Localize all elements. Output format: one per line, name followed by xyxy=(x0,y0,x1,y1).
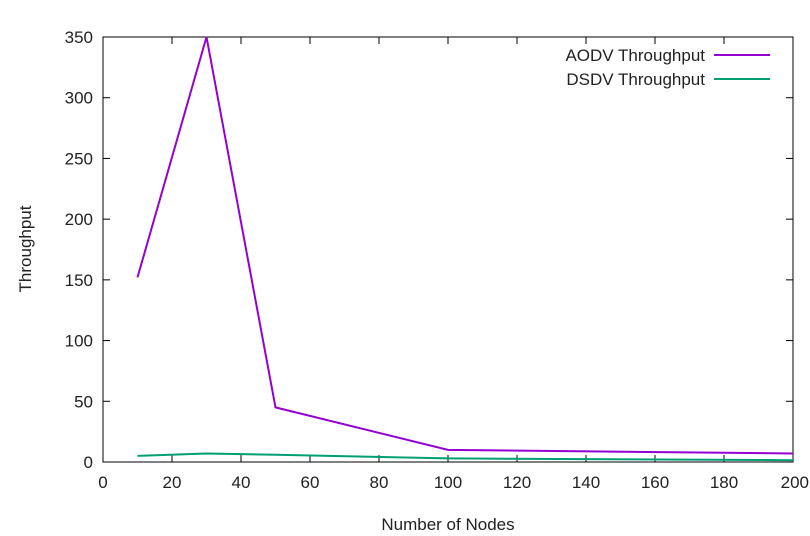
x-tick-label: 60 xyxy=(301,473,320,492)
x-tick-label: 80 xyxy=(370,473,389,492)
y-axis-ticks: 0 50 100 150 200 250 300 350 xyxy=(65,28,793,472)
x-axis-label: Number of Nodes xyxy=(381,515,514,534)
x-tick-label: 160 xyxy=(641,473,669,492)
series-line-1 xyxy=(137,452,794,462)
x-tick-label: 20 xyxy=(163,473,182,492)
x-tick-label: 120 xyxy=(503,473,531,492)
x-tick-label: 40 xyxy=(232,473,251,492)
series-lines xyxy=(136,36,794,462)
legend-label-1: DSDV Throughput xyxy=(566,70,705,89)
x-tick-label: 140 xyxy=(572,473,600,492)
plot-area-frame xyxy=(102,36,794,463)
legend: AODV Throughput DSDV Throughput xyxy=(565,46,770,89)
x-tick-label: 180 xyxy=(710,473,738,492)
y-tick-label: 150 xyxy=(65,271,93,290)
x-tick-label: 200 xyxy=(781,473,809,492)
series-line-0 xyxy=(136,36,794,455)
y-tick-label: 250 xyxy=(65,149,93,168)
x-axis-ticks: 0 20 40 60 80 100 120 140 160 180 200 xyxy=(98,37,809,492)
y-tick-label: 0 xyxy=(84,453,93,472)
y-tick-label: 200 xyxy=(65,210,93,229)
y-tick-label: 100 xyxy=(65,332,93,351)
legend-label-0: AODV Throughput xyxy=(565,46,705,65)
x-tick-label: 0 xyxy=(98,473,107,492)
y-tick-label: 50 xyxy=(74,392,93,411)
y-tick-label: 350 xyxy=(65,28,93,47)
x-tick-label: 100 xyxy=(434,473,462,492)
y-axis-label: Throughput xyxy=(16,205,35,292)
y-tick-label: 300 xyxy=(65,89,93,108)
